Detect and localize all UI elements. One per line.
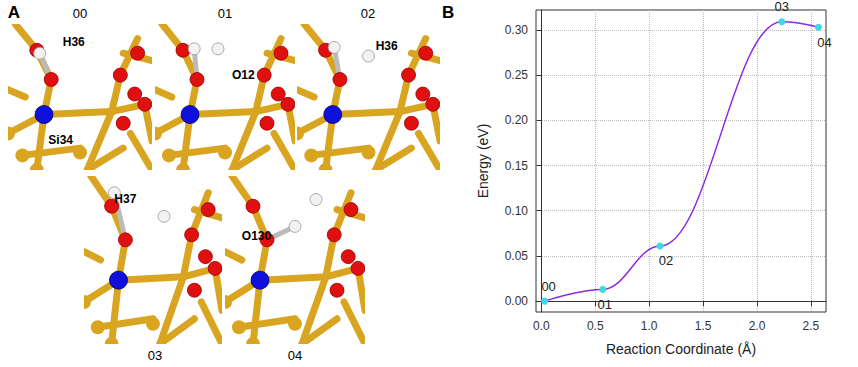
svg-text:0.30: 0.30 bbox=[505, 23, 529, 37]
svg-text:01: 01 bbox=[598, 297, 612, 312]
svg-text:0.00: 0.00 bbox=[505, 294, 529, 308]
svg-text:0.0: 0.0 bbox=[533, 319, 550, 333]
svg-text:0.15: 0.15 bbox=[505, 159, 529, 173]
svg-text:00: 00 bbox=[73, 6, 87, 21]
svg-text:02: 02 bbox=[361, 6, 375, 21]
svg-text:2.5: 2.5 bbox=[803, 319, 820, 333]
svg-text:Si34: Si34 bbox=[48, 133, 73, 147]
svg-text:0.25: 0.25 bbox=[505, 68, 529, 82]
svg-text:0.20: 0.20 bbox=[505, 113, 529, 127]
svg-text:H37: H37 bbox=[114, 192, 136, 206]
svg-text:2.0: 2.0 bbox=[749, 319, 766, 333]
svg-text:01: 01 bbox=[218, 6, 232, 21]
svg-text:Energy (eV): Energy (eV) bbox=[475, 124, 491, 199]
svg-text:04: 04 bbox=[288, 348, 302, 363]
svg-text:Reaction Coordinate (Å): Reaction Coordinate (Å) bbox=[606, 341, 756, 357]
svg-text:B: B bbox=[442, 3, 454, 22]
svg-text:1.5: 1.5 bbox=[695, 319, 712, 333]
svg-text:03: 03 bbox=[148, 348, 162, 363]
svg-text:0.5: 0.5 bbox=[587, 319, 604, 333]
svg-text:O130: O130 bbox=[242, 229, 272, 243]
svg-text:00: 00 bbox=[541, 279, 555, 294]
svg-text:0.10: 0.10 bbox=[505, 204, 529, 218]
svg-text:A: A bbox=[8, 3, 20, 22]
svg-text:H36: H36 bbox=[63, 35, 85, 49]
svg-text:O12: O12 bbox=[232, 68, 255, 82]
svg-text:04: 04 bbox=[817, 35, 831, 50]
svg-text:03: 03 bbox=[775, 0, 789, 14]
svg-text:1.0: 1.0 bbox=[641, 319, 658, 333]
svg-text:0.05: 0.05 bbox=[505, 249, 529, 263]
svg-text:H36: H36 bbox=[376, 39, 398, 53]
svg-text:02: 02 bbox=[659, 253, 673, 268]
